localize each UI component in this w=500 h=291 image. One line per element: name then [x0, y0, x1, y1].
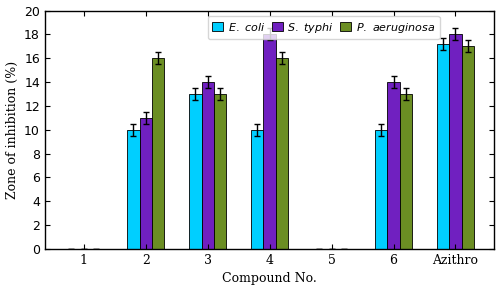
Bar — [214, 94, 226, 249]
Bar — [437, 44, 449, 249]
Bar — [202, 82, 214, 249]
Bar — [276, 58, 288, 249]
Bar — [375, 130, 388, 249]
Bar — [189, 94, 202, 249]
Bar — [251, 130, 264, 249]
Bar — [462, 46, 474, 249]
Bar — [264, 34, 276, 249]
Bar — [449, 34, 462, 249]
Bar — [127, 130, 140, 249]
Y-axis label: Zone of inhibition (%): Zone of inhibition (%) — [6, 61, 18, 199]
Bar — [400, 94, 412, 249]
Bar — [152, 58, 164, 249]
Bar — [140, 118, 152, 249]
Bar — [388, 82, 400, 249]
X-axis label: Compound No.: Compound No. — [222, 272, 317, 285]
Legend: $\it{E.\ coli}$, $\it{S.\ typhi}$, $\it{P.\ aeruginosa}$: $\it{E.\ coli}$, $\it{S.\ typhi}$, $\it{… — [208, 16, 440, 39]
